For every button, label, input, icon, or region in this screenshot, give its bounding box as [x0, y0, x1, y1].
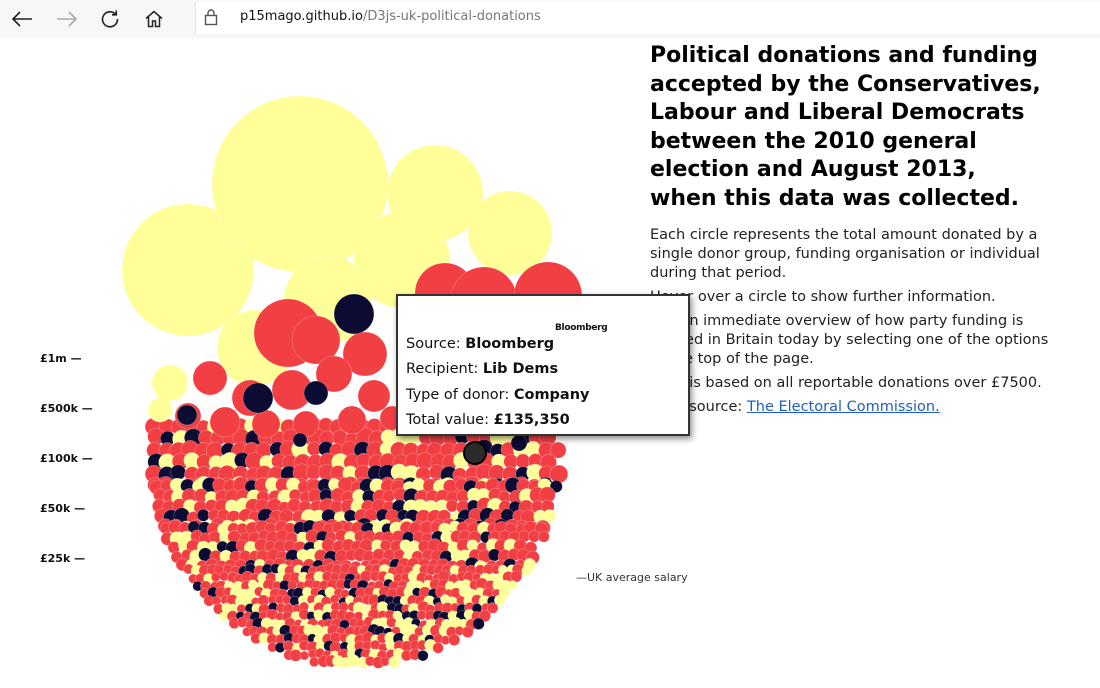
donor-tooltip: Bloomberg Source: Bloomberg Recipient: L… — [396, 294, 690, 436]
labour-donation-bubble[interactable] — [192, 360, 228, 396]
labour-donation-bubble[interactable] — [515, 453, 531, 469]
labour-donation-bubble[interactable] — [380, 656, 390, 667]
scale-label-500k: £500k — — [40, 402, 93, 415]
tooltip-source-label: Source: — [406, 336, 466, 352]
back-button[interactable] — [6, 4, 38, 34]
data-source-line: Data source: The Electoral Commission. — [650, 398, 1065, 417]
tooltip-source-value: Bloomberg — [465, 336, 555, 352]
refresh-button[interactable] — [94, 4, 126, 34]
lock-icon — [204, 8, 218, 30]
scale-label-25k: £25k — — [40, 552, 86, 565]
labour-donation-bubble[interactable] — [549, 441, 567, 459]
labour-donation-bubble[interactable] — [538, 530, 550, 543]
conservative-donation-bubble[interactable] — [147, 397, 173, 423]
url-path: /D3js-uk-political-donations — [362, 9, 541, 24]
tooltip-type: Type of donor: Company — [406, 387, 590, 403]
forward-arrow-icon — [56, 10, 78, 28]
donor-logo: Bloomberg — [555, 323, 608, 333]
labour-donation-bubble[interactable] — [291, 315, 341, 365]
labour-donation-bubble[interactable] — [299, 650, 310, 661]
browser-toolbar: p15mago.github.io/D3js-uk-political-dona… — [0, 0, 1100, 38]
conservative-donation-bubble[interactable] — [542, 509, 557, 523]
tooltip-total-value: £135,350 — [493, 412, 570, 428]
hovered-donation-bubble[interactable] — [463, 441, 487, 465]
conservative-donation-bubble[interactable] — [467, 190, 553, 276]
home-button[interactable] — [138, 4, 170, 34]
tooltip-total-label: Total value: — [406, 412, 494, 428]
conservative-donation-bubble[interactable] — [151, 364, 189, 402]
tooltip-total: Total value: £135,350 — [406, 412, 570, 428]
libdem-donation-bubble[interactable] — [292, 432, 308, 448]
labour-donation-bubble[interactable] — [337, 405, 367, 435]
libdem-donation-bubble[interactable] — [176, 404, 198, 426]
description-paragraph: Hover over a circle to show further info… — [650, 289, 996, 305]
tooltip-recipient-value: Lib Dems — [482, 361, 559, 377]
tooltip-recipient: Recipient: Lib Dems — [406, 361, 558, 377]
labour-donation-bubble[interactable] — [448, 633, 461, 646]
labour-donation-bubble[interactable] — [486, 602, 499, 614]
forward-button[interactable] — [51, 4, 83, 34]
labour-donation-bubble[interactable] — [342, 331, 388, 377]
labour-donation-bubble[interactable] — [219, 571, 230, 582]
url-host: p15mago.github.io — [240, 9, 363, 24]
description-paragraph: Data is based on all reportable donation… — [650, 375, 1042, 391]
libdem-donation-bubble[interactable] — [242, 382, 274, 414]
tooltip-source: Source: Bloomberg — [406, 336, 554, 352]
conservative-donation-bubble[interactable] — [247, 579, 258, 590]
tooltip-type-value: Company — [513, 387, 590, 403]
conservative-donation-bubble[interactable] — [494, 594, 506, 606]
labour-donation-bubble[interactable] — [478, 609, 491, 623]
labour-donation-bubble[interactable] — [461, 626, 474, 638]
labour-donation-bubble[interactable] — [209, 406, 241, 438]
labour-donation-bubble[interactable] — [357, 379, 391, 413]
description-paragraph: Each circle represents the total amount … — [650, 227, 1040, 281]
labour-donation-bubble[interactable] — [432, 642, 444, 654]
address-bar[interactable]: p15mago.github.io/D3js-uk-political-dona… — [195, 2, 1100, 34]
libdem-donation-bubble[interactable] — [170, 464, 187, 481]
labour-donation-bubble[interactable] — [251, 409, 281, 439]
labour-donation-bubble[interactable] — [382, 489, 396, 503]
page-title: Political donations and funding accepted… — [650, 43, 1041, 211]
scale-label-50k: £50k — — [40, 502, 86, 515]
conservative-donation-bubble[interactable] — [507, 580, 518, 590]
scale-label-100k: £100k — — [40, 452, 93, 465]
libdem-donation-bubble[interactable] — [197, 508, 210, 522]
libdem-donation-bubble[interactable] — [417, 650, 429, 662]
libdem-donation-bubble[interactable] — [303, 380, 329, 406]
libdem-donation-bubble[interactable] — [333, 293, 375, 335]
conservative-donation-bubble[interactable] — [388, 655, 401, 669]
libdem-donation-bubble[interactable] — [510, 434, 528, 452]
conservative-donation-bubble[interactable] — [521, 565, 532, 576]
home-icon — [144, 9, 164, 29]
description-paragraph: Get an immediate overview of how party f… — [650, 313, 1049, 367]
url-text[interactable]: p15mago.github.io/D3js-uk-political-dona… — [240, 9, 541, 24]
tooltip-type-label: Type of donor: — [406, 387, 514, 403]
uk-average-salary-label: —UK average salary — [576, 571, 688, 584]
tooltip-recipient-label: Recipient: — [406, 361, 483, 377]
labour-donation-bubble[interactable] — [309, 656, 320, 668]
labour-donation-bubble[interactable] — [315, 355, 353, 393]
back-arrow-icon — [11, 10, 33, 28]
scale-label-1m: £1m — — [40, 352, 82, 365]
page-content: £1m — £500k — £100k — £50k — £25k — —UK … — [0, 38, 1100, 688]
labour-donation-bubble[interactable] — [210, 572, 221, 583]
labour-donation-bubble[interactable] — [292, 410, 320, 438]
electoral-commission-link[interactable]: The Electoral Commission. — [746, 399, 940, 415]
refresh-icon — [100, 9, 120, 29]
labour-donation-bubble[interactable] — [549, 464, 569, 484]
description: Each circle represents the total amount … — [650, 226, 1065, 422]
conservative-donation-bubble[interactable] — [121, 203, 255, 337]
libdem-donation-bubble[interactable] — [472, 617, 485, 630]
